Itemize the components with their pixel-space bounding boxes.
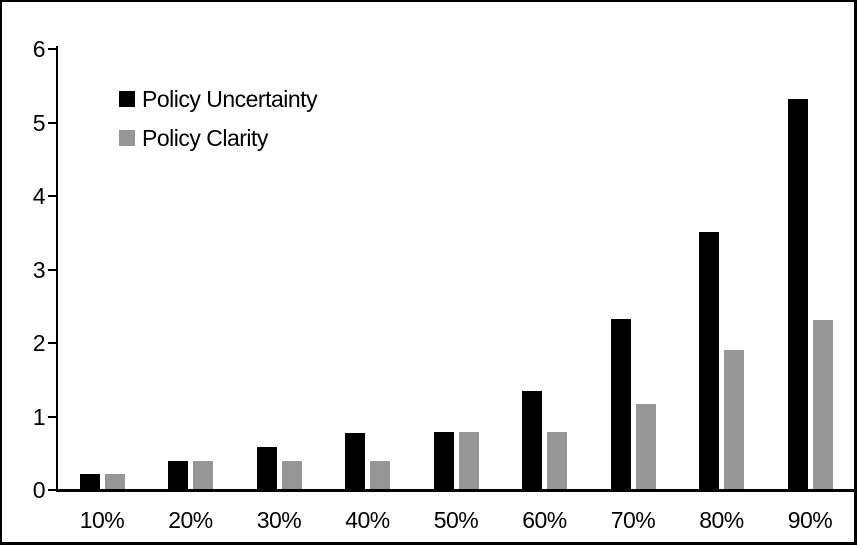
x-tick-label: 30% — [256, 507, 302, 533]
legend-item-policy-uncertainty: Policy Uncertainty — [119, 86, 318, 112]
x-tick-label: 90% — [787, 507, 833, 533]
bar-policy-uncertainty-30% — [256, 447, 277, 489]
x-tick-label: 40% — [345, 507, 390, 533]
y-axis-tick — [48, 48, 56, 50]
x-tick-label: 60% — [522, 507, 567, 533]
bar-policy-clarity-50% — [458, 432, 479, 489]
y-axis-tick — [48, 268, 56, 271]
y-tick-label: 6 — [32, 36, 46, 62]
x-tick-label: 80% — [699, 507, 744, 533]
bar-policy-uncertainty-40% — [345, 433, 365, 489]
x-tick-label: 20% — [168, 507, 213, 533]
y-axis-tick — [48, 121, 56, 124]
bar-policy-uncertainty-90% — [787, 98, 808, 489]
bar-policy-clarity-30% — [281, 461, 302, 489]
bar-policy-clarity-10% — [104, 474, 125, 489]
y-tick-label: 5 — [32, 109, 46, 136]
x-tick-label: 50% — [433, 507, 479, 533]
legend-item-policy-clarity: Policy Clarity — [119, 125, 317, 151]
bar-policy-uncertainty-60% — [522, 391, 542, 489]
y-tick-label: 1 — [32, 403, 46, 430]
y-tick-label: 3 — [32, 256, 46, 283]
y-axis — [56, 46, 58, 492]
bar-policy-uncertainty-10% — [79, 474, 100, 489]
bar-policy-uncertainty-70% — [610, 319, 631, 489]
bar-policy-uncertainty-80% — [699, 231, 719, 489]
y-tick-label: 2 — [32, 330, 46, 356]
y-axis-tick — [48, 415, 56, 418]
y-axis-tick — [48, 342, 56, 344]
y-tick-label: 0 — [32, 477, 46, 503]
bar-policy-clarity-90% — [812, 319, 833, 489]
bar-policy-uncertainty-50% — [433, 431, 454, 489]
legend-swatch-policy-clarity-icon — [119, 130, 135, 146]
bar-policy-clarity-70% — [635, 404, 656, 489]
x-tick-label: 10% — [79, 507, 125, 533]
bar-policy-clarity-60% — [547, 431, 567, 489]
bar-policy-uncertainty-20% — [168, 461, 188, 489]
bar-policy-clarity-20% — [193, 461, 213, 489]
x-tick-label: 70% — [610, 507, 656, 533]
y-axis-tick — [48, 489, 56, 491]
bar-policy-clarity-80% — [724, 350, 744, 489]
legend: Policy Uncertainty Policy Clarity — [119, 86, 318, 164]
legend-swatch-policy-uncertainty-icon — [119, 91, 135, 107]
y-axis-tick — [48, 195, 56, 197]
legend-label: Policy Clarity — [142, 125, 268, 151]
x-axis — [56, 489, 854, 492]
bar-policy-clarity-40% — [370, 461, 390, 489]
y-tick-label: 4 — [32, 183, 46, 209]
legend-label: Policy Uncertainty — [142, 86, 318, 112]
